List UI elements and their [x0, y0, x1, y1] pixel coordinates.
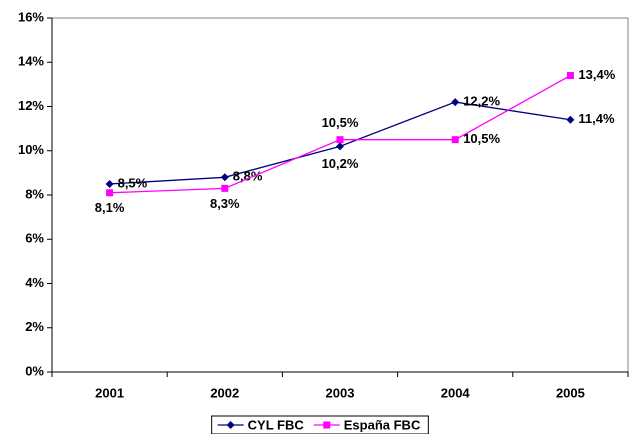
y-tick-label: 2%: [25, 319, 44, 334]
legend: CYL FBC España FBC: [211, 415, 429, 434]
marker: [105, 179, 114, 188]
y-tick-label: 12%: [18, 98, 44, 113]
marker: [226, 421, 235, 429]
legend-label: España FBC: [344, 417, 421, 432]
y-tick-label: 16%: [18, 9, 44, 24]
legend-item: España FBC: [313, 417, 421, 432]
marker: [566, 72, 574, 80]
legend-item: CYL FBC: [217, 417, 305, 432]
data-label: 13,4%: [578, 67, 615, 82]
x-tick-label: 2002: [210, 385, 239, 400]
data-label: 10,5%: [322, 115, 359, 130]
marker: [451, 98, 460, 107]
marker: [221, 184, 229, 192]
x-tick-label: 2001: [95, 385, 124, 400]
x-tick-label: 2004: [441, 385, 471, 400]
y-tick-label: 0%: [25, 363, 44, 378]
data-label: 8,5%: [118, 175, 148, 190]
data-label: 8,3%: [210, 196, 240, 211]
marker: [451, 136, 459, 144]
series: 8,1% 8,3% 10,5% 10,5% 13,4%: [95, 67, 616, 215]
plot-area: [51, 17, 629, 373]
y-tick-label: 10%: [18, 142, 44, 157]
x-tick-label: 2003: [326, 385, 355, 400]
legend-label: CYL FBC: [248, 417, 305, 432]
y-tick-label: 14%: [18, 54, 44, 69]
data-label: 8,1%: [95, 200, 125, 215]
y-tick-label: 4%: [25, 275, 44, 290]
data-label: 11,4%: [578, 111, 615, 126]
marker: [566, 115, 575, 124]
data-label: 10,2%: [322, 156, 359, 171]
data-label: 8,8%: [233, 169, 263, 184]
marker: [336, 136, 344, 144]
data-label: 12,2%: [463, 94, 500, 109]
marker: [106, 189, 114, 197]
y-tick-label: 8%: [25, 186, 44, 201]
marker: [220, 173, 229, 182]
marker: [323, 421, 331, 429]
y-tick-label: 6%: [25, 231, 44, 246]
data-label: 10,5%: [463, 131, 500, 146]
series: 8,5% 8,8% 10,2% 12,2% 11,4%: [105, 94, 615, 190]
x-tick-label: 2005: [556, 385, 585, 400]
marker: [336, 142, 344, 151]
